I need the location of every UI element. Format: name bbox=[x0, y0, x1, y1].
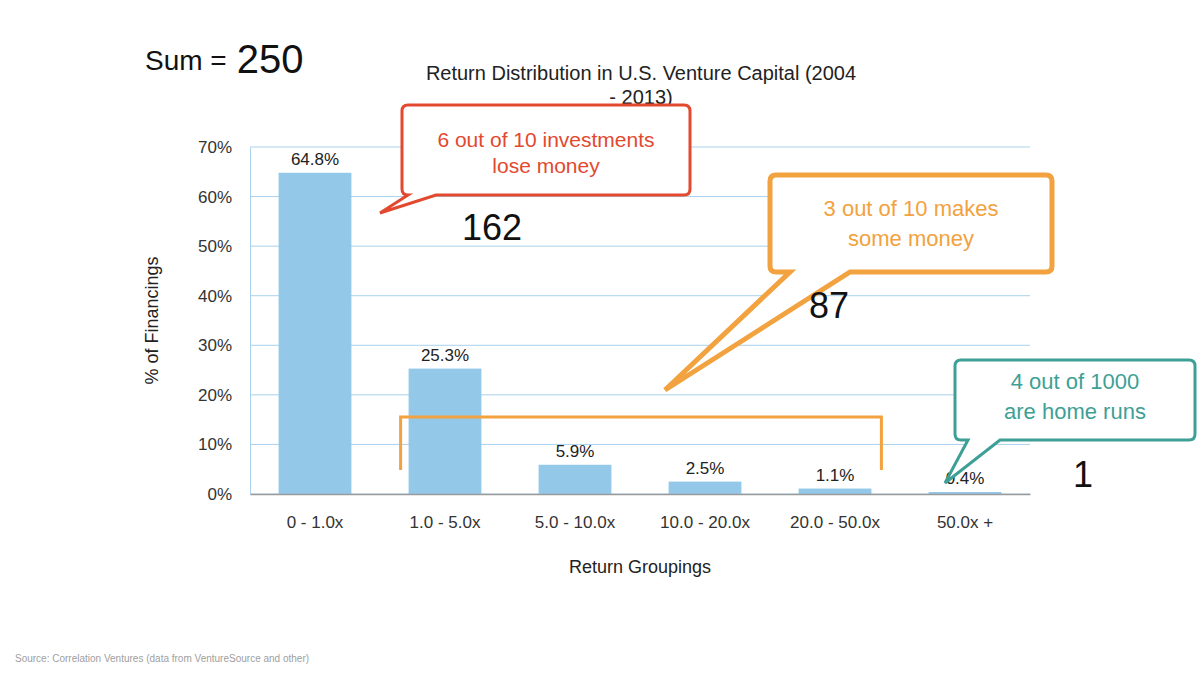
y-tick-label: 50% bbox=[198, 237, 232, 256]
bar bbox=[409, 369, 482, 494]
background bbox=[0, 0, 1200, 673]
y-axis-line bbox=[250, 148, 251, 495]
chart: 0% 10% 20% 30% 40% 50% 60% 70% 0 - 1.0x 1.0 - 5.0… bbox=[0, 0, 1200, 673]
bar bbox=[279, 173, 352, 494]
x-tick: 1.0 - 5.0x bbox=[410, 494, 481, 532]
y-tick: 60% bbox=[198, 188, 250, 207]
x-tick: 50.0x + bbox=[937, 494, 993, 532]
y-tick-label: 10% bbox=[198, 435, 232, 454]
x-tick: 10.0 - 20.0x bbox=[660, 494, 750, 532]
bar bbox=[539, 465, 612, 494]
data-label: 2.5% bbox=[686, 459, 725, 478]
x-axis-title: Return Groupings bbox=[569, 557, 711, 577]
y-tick: 40% bbox=[198, 287, 250, 306]
count-label: 1 bbox=[1073, 454, 1093, 495]
data-label: 5.9% bbox=[556, 442, 595, 461]
grid bbox=[250, 147, 1030, 494]
x-tick: 0 - 1.0x bbox=[287, 494, 344, 532]
grid-line bbox=[250, 444, 1030, 445]
grid-line bbox=[250, 494, 1030, 495]
bar bbox=[929, 492, 1002, 494]
x-tick-label: 10.0 - 20.0x bbox=[660, 513, 750, 532]
count-label: 87 bbox=[809, 285, 849, 326]
x-tick: 20.0 - 50.0x bbox=[790, 494, 880, 532]
y-tick: 50% bbox=[198, 237, 250, 256]
y-axis: 0% 10% 20% 30% 40% 50% 60% 70% bbox=[198, 138, 251, 504]
x-tick-label: 20.0 - 50.0x bbox=[790, 513, 880, 532]
x-axis-line bbox=[251, 494, 1031, 496]
callout: 4 out of 1000 are home runs bbox=[945, 360, 1195, 483]
callout-text: 4 out of 1000 bbox=[1011, 369, 1139, 394]
callout-text: some money bbox=[848, 226, 974, 251]
bars bbox=[279, 173, 1002, 494]
count-label: 162 bbox=[462, 207, 522, 248]
y-tick-label: 20% bbox=[198, 386, 232, 405]
y-tick: 30% bbox=[198, 336, 250, 355]
callout-text: lose money bbox=[492, 154, 600, 177]
y-tick-label: 60% bbox=[198, 188, 232, 207]
bracket bbox=[401, 417, 882, 470]
callout-box bbox=[945, 360, 1195, 483]
x-tick: 5.0 - 10.0x bbox=[535, 494, 616, 532]
y-tick-label: 40% bbox=[198, 287, 232, 306]
title: Return Distribution in U.S. Venture Capi… bbox=[426, 62, 856, 108]
sum-label: Sum = bbox=[145, 45, 227, 76]
x-tick-label: 0 - 1.0x bbox=[287, 513, 344, 532]
data-label: 64.8% bbox=[291, 150, 339, 169]
data-label: 1.1% bbox=[816, 466, 855, 485]
y-tick: 0% bbox=[207, 485, 250, 504]
x-axis: 0 - 1.0x 1.0 - 5.0x 5.0 - 10.0x 10.0 - 20.0… bbox=[251, 494, 1031, 532]
sum-value: 250 bbox=[237, 37, 304, 81]
grid-line bbox=[250, 295, 1030, 296]
callout: 3 out of 10 makes some money bbox=[665, 175, 1052, 390]
y-axis-title: % of Financings bbox=[142, 256, 162, 384]
callout-box bbox=[380, 105, 690, 213]
callout-box bbox=[665, 175, 1052, 390]
y-tick-label: 70% bbox=[198, 138, 232, 157]
callout-text: 6 out of 10 investments bbox=[437, 128, 654, 151]
bar bbox=[799, 489, 872, 494]
x-tick-label: 5.0 - 10.0x bbox=[535, 513, 616, 532]
x-tick-label: 50.0x + bbox=[937, 513, 993, 532]
data-label: 25.3% bbox=[421, 346, 469, 365]
y-tick-label: 0% bbox=[207, 485, 232, 504]
x-tick-label: 1.0 - 5.0x bbox=[410, 513, 481, 532]
callout-text: 3 out of 10 makes bbox=[824, 196, 999, 221]
grid-line bbox=[250, 345, 1030, 346]
y-tick: 20% bbox=[198, 386, 250, 405]
source: Source: Correlation Ventures (data from … bbox=[15, 653, 309, 664]
y-tick: 10% bbox=[198, 435, 250, 454]
callout: 6 out of 10 investments lose money bbox=[380, 105, 690, 213]
y-tick: 70% bbox=[198, 138, 250, 157]
callout-text: are home runs bbox=[1004, 399, 1146, 424]
y-tick-label: 30% bbox=[198, 336, 232, 355]
grid-line bbox=[250, 394, 1030, 395]
bar bbox=[669, 482, 742, 494]
